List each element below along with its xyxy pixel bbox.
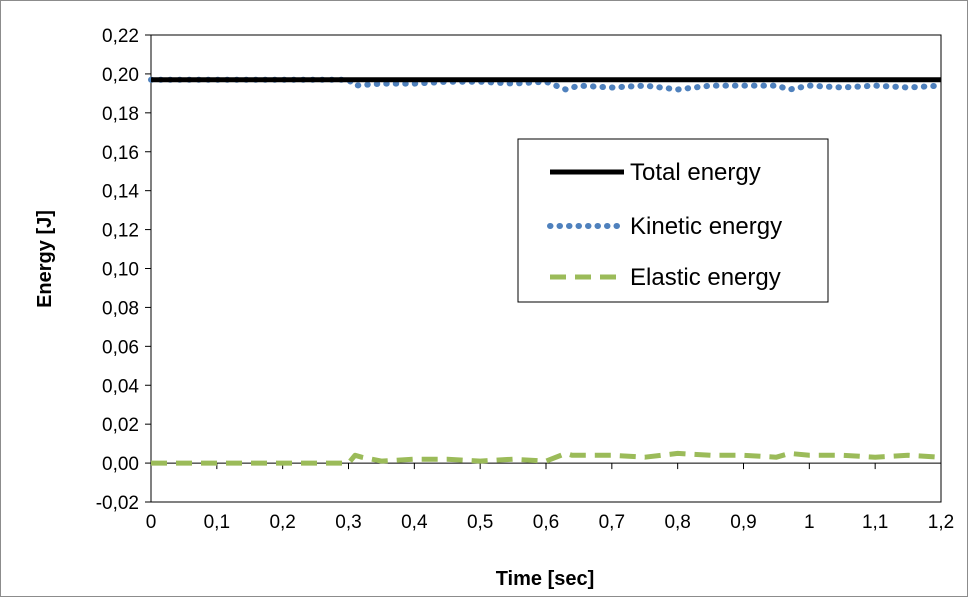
x-tick-label: 1,1 (862, 512, 888, 533)
x-tick-label: 1 (804, 512, 815, 533)
x-tick-label: 0,1 (204, 512, 230, 533)
x-tick-label: 0,9 (730, 512, 756, 533)
legend-label-total-energy: Total energy (630, 159, 761, 186)
y-tick-label: 0,18 (102, 104, 139, 125)
x-tick-label: 1,2 (928, 512, 954, 533)
x-tick-label: 0,3 (335, 512, 361, 533)
y-tick-label: 0,22 (102, 26, 139, 47)
y-tick-label: 0,20 (102, 65, 139, 86)
legend-label-elastic-energy: Elastic energy (630, 264, 781, 291)
x-tick-label: 0,8 (664, 512, 690, 533)
y-tick-label: 0,00 (102, 454, 139, 475)
y-tick-label: 0,08 (102, 298, 139, 319)
y-tick-label: 0,10 (102, 260, 139, 281)
y-tick-label: 0,16 (102, 143, 139, 164)
x-tick-label: 0,7 (599, 512, 625, 533)
y-tick-label: 0,04 (102, 376, 139, 397)
series-line-elastic-energy (151, 453, 941, 463)
legend-label-kinetic-energy: Kinetic energy (630, 213, 782, 240)
y-tick-label: 0,06 (102, 337, 139, 358)
x-tick-label: 0,2 (269, 512, 295, 533)
x-tick-label: 0 (146, 512, 157, 533)
x-tick-label: 0,6 (533, 512, 559, 533)
y-tick-label: 0,02 (102, 415, 139, 436)
x-axis-title: Time [sec] (496, 568, 595, 590)
y-tick-label: 0,12 (102, 221, 139, 242)
x-tick-label: 0,5 (467, 512, 493, 533)
y-tick-label: -0,02 (96, 493, 139, 514)
y-tick-label: 0,14 (102, 182, 139, 203)
y-axis-title: Energy [J] (34, 210, 56, 308)
x-tick-label: 0,4 (401, 512, 428, 533)
